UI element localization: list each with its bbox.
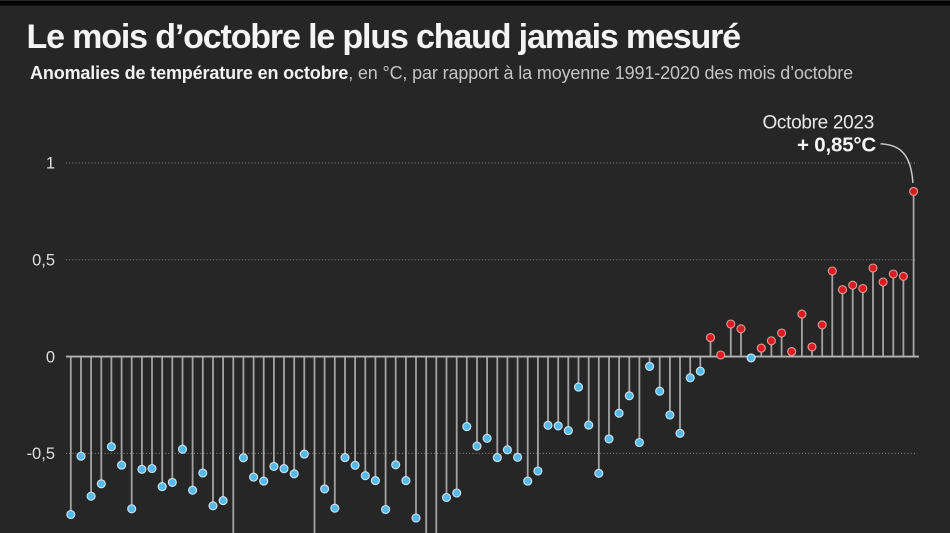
svg-text:Le mois d’octobre le plus chau: Le mois d’octobre le plus chaud jamais m… — [27, 18, 741, 56]
svg-text:Octobre 2023: Octobre 2023 — [762, 113, 874, 134]
svg-text:1: 1 — [46, 155, 55, 173]
svg-text:0,5: 0,5 — [32, 252, 55, 270]
svg-text:0: 0 — [46, 349, 55, 367]
svg-text:Anomalies de température en oc: Anomalies de température en octobre, en … — [30, 63, 853, 83]
svg-text:+ 0,85°C: + 0,85°C — [797, 134, 876, 157]
svg-text:-0,5: -0,5 — [27, 445, 55, 463]
